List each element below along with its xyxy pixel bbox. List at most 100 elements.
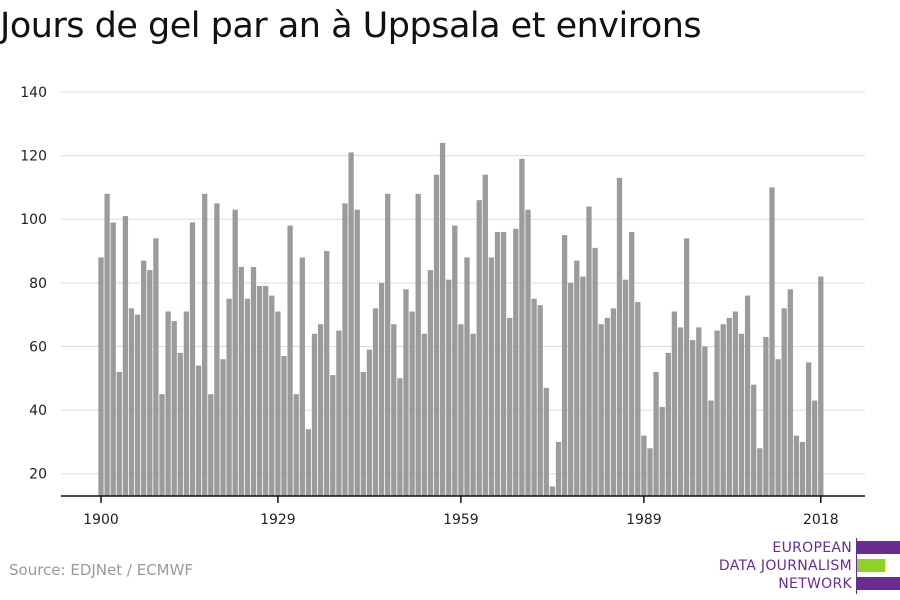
bar bbox=[744, 295, 751, 496]
bar bbox=[732, 311, 739, 496]
bar bbox=[647, 448, 653, 496]
bar bbox=[360, 371, 366, 496]
bar bbox=[574, 260, 580, 496]
bar bbox=[195, 365, 202, 496]
bar bbox=[446, 279, 452, 496]
bar bbox=[488, 257, 495, 496]
bar bbox=[555, 441, 562, 496]
bar bbox=[598, 324, 604, 496]
bar bbox=[507, 317, 513, 496]
bar bbox=[269, 295, 275, 496]
bar bbox=[635, 301, 641, 496]
y-tick-label: 100 bbox=[20, 212, 47, 228]
bar bbox=[214, 203, 220, 496]
bar bbox=[537, 305, 543, 496]
bar bbox=[409, 311, 415, 496]
bar bbox=[714, 330, 720, 496]
chart-title: Jours de gel par an à Uppsala et environ… bbox=[0, 6, 702, 46]
bar bbox=[812, 400, 818, 496]
bar bbox=[787, 289, 793, 496]
bar bbox=[659, 406, 665, 496]
bar bbox=[549, 486, 556, 496]
bar bbox=[616, 177, 623, 496]
bar bbox=[677, 327, 684, 496]
edjnet-logo: EUROPEAN DATA JOURNALISM NETWORK bbox=[700, 538, 900, 594]
bar bbox=[263, 286, 269, 496]
bar bbox=[128, 308, 135, 496]
bar bbox=[519, 158, 525, 497]
bar bbox=[244, 298, 251, 496]
bar bbox=[726, 317, 732, 496]
bar bbox=[208, 394, 214, 496]
bar bbox=[293, 394, 299, 496]
bar bbox=[348, 152, 354, 496]
bar bbox=[751, 384, 757, 496]
bar bbox=[671, 311, 678, 496]
bar bbox=[238, 266, 244, 496]
bar bbox=[256, 286, 263, 496]
bar bbox=[592, 247, 598, 496]
y-tick-label: 40 bbox=[29, 403, 47, 419]
bar bbox=[275, 311, 281, 496]
x-tick-label: 1900 bbox=[83, 512, 119, 528]
bar bbox=[781, 308, 787, 496]
y-tick-label: 140 bbox=[20, 85, 47, 101]
bar bbox=[134, 314, 141, 496]
bar bbox=[452, 225, 458, 497]
bar bbox=[525, 209, 531, 496]
bar bbox=[226, 298, 232, 496]
x-tick-label: 1959 bbox=[443, 512, 479, 528]
bar bbox=[299, 257, 305, 496]
bar bbox=[702, 346, 708, 496]
bar bbox=[421, 333, 427, 496]
bar bbox=[793, 435, 800, 496]
bar bbox=[494, 231, 501, 496]
bars bbox=[98, 142, 824, 497]
y-tick-label: 80 bbox=[29, 276, 47, 292]
bar bbox=[220, 359, 226, 496]
bar bbox=[189, 222, 196, 496]
bar bbox=[366, 349, 373, 496]
bar bbox=[372, 308, 379, 496]
x-tick-label: 1929 bbox=[260, 512, 296, 528]
bar bbox=[305, 429, 312, 496]
bar bbox=[531, 298, 537, 496]
bar bbox=[433, 174, 440, 496]
bar bbox=[720, 324, 726, 496]
bar bbox=[665, 352, 671, 496]
bar bbox=[153, 238, 159, 496]
bar bbox=[311, 333, 318, 496]
bar bbox=[769, 187, 775, 496]
bar bbox=[696, 327, 702, 496]
x-tick-label: 1989 bbox=[626, 512, 662, 528]
bar bbox=[232, 209, 238, 496]
bar bbox=[324, 251, 330, 496]
bar bbox=[586, 206, 592, 496]
bar bbox=[110, 222, 116, 496]
y-tick-label: 60 bbox=[29, 339, 47, 355]
bar bbox=[763, 336, 769, 496]
bar bbox=[104, 193, 110, 497]
bar bbox=[98, 257, 104, 496]
bar bbox=[439, 142, 446, 496]
bar bbox=[580, 276, 586, 496]
bar bbox=[458, 324, 464, 496]
bar bbox=[159, 394, 165, 496]
bar bbox=[708, 400, 714, 496]
y-tick-label: 120 bbox=[20, 149, 47, 165]
bar bbox=[415, 193, 421, 497]
bar bbox=[757, 448, 763, 496]
bar bbox=[653, 371, 659, 496]
bar bbox=[629, 231, 635, 496]
bar bbox=[141, 260, 147, 496]
bar bbox=[464, 257, 470, 496]
bar-chart: 20 40 60 80 100 120 140 1900 1929 1959 1989 2018 bbox=[20, 85, 865, 528]
bar bbox=[641, 435, 647, 496]
bar bbox=[482, 174, 488, 496]
bar bbox=[818, 276, 824, 496]
bar bbox=[622, 279, 629, 496]
bar bbox=[690, 340, 696, 496]
logo-stripe-3 bbox=[857, 577, 900, 590]
logo-stripe-2 bbox=[857, 559, 885, 572]
bar bbox=[378, 282, 385, 496]
